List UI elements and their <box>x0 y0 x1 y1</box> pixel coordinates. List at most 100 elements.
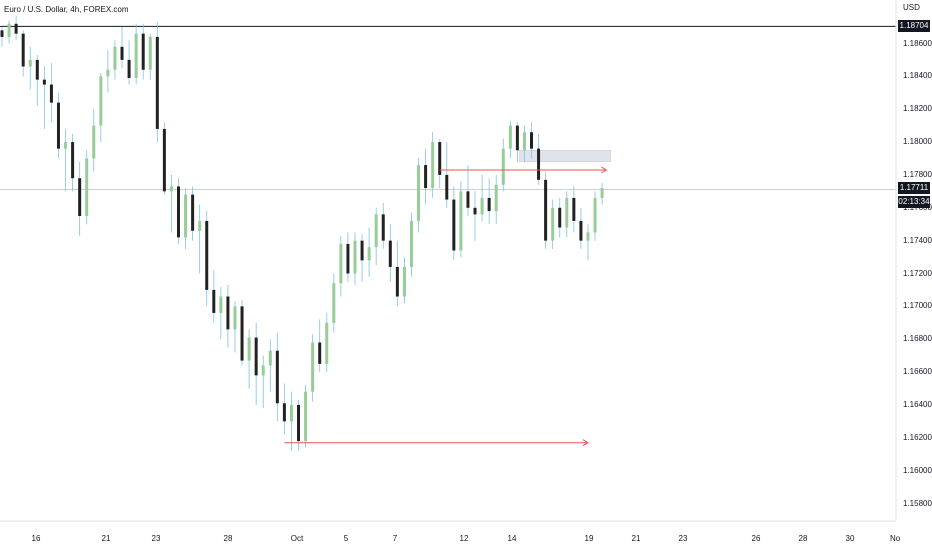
candle-body <box>374 214 378 248</box>
price-tick-label: 1.18400 <box>903 71 932 81</box>
candle-body <box>56 102 60 149</box>
candle <box>162 122 166 195</box>
candle-body <box>360 240 364 261</box>
candle-body <box>395 266 399 297</box>
candle <box>127 40 131 85</box>
candle-body <box>219 296 223 313</box>
price-tick-label: 1.16200 <box>903 432 932 442</box>
time-tick-label: 28 <box>223 534 233 543</box>
price-tick-label: 1.17400 <box>903 235 932 245</box>
candle <box>452 186 456 261</box>
candle <box>240 299 244 366</box>
candle <box>304 385 308 448</box>
candle <box>247 329 251 389</box>
candle-body <box>49 84 53 103</box>
candle <box>56 92 60 159</box>
candle <box>35 55 39 106</box>
candle-body <box>64 142 68 149</box>
candle <box>579 207 583 249</box>
candle <box>64 128 68 192</box>
price-tick-label: 1.17000 <box>903 301 932 311</box>
candle-body <box>205 220 209 290</box>
candle-body <box>99 76 103 126</box>
candle-body <box>106 69 110 77</box>
candle <box>21 30 25 77</box>
candle-body <box>459 191 463 251</box>
candle <box>219 286 223 340</box>
price-tick-label: 1.15800 <box>903 498 932 508</box>
candle <box>268 339 272 392</box>
candle <box>212 270 216 323</box>
candle <box>155 22 159 143</box>
candle-body <box>127 59 131 78</box>
candle <box>374 207 378 266</box>
time-tick-label: Oct <box>290 534 304 543</box>
candle <box>78 161 82 236</box>
candle <box>311 334 315 402</box>
target-arrow-upper[interactable] <box>439 166 608 174</box>
candles <box>0 15 604 451</box>
time-tick-label: 26 <box>751 534 761 543</box>
candle-body <box>191 194 195 231</box>
candle-body <box>487 197 491 212</box>
candle-body <box>169 186 173 192</box>
candle-body <box>452 199 456 251</box>
candle-body <box>522 132 526 151</box>
candle-body <box>367 247 371 261</box>
supply-zone[interactable] <box>519 150 611 163</box>
candle-body <box>198 220 202 231</box>
candle <box>388 224 392 282</box>
candle-body <box>431 142 435 189</box>
candle <box>593 191 597 241</box>
time-tick-label: 12 <box>459 534 469 543</box>
candle-body <box>544 179 548 241</box>
candle <box>177 178 180 244</box>
candle <box>487 178 491 225</box>
candle-body <box>381 214 385 241</box>
time-tick-label: No <box>890 534 901 543</box>
candle <box>14 15 18 41</box>
candle-body <box>530 132 533 149</box>
candle-body <box>508 125 512 149</box>
price-tick-label: 1.16800 <box>903 334 932 344</box>
candle <box>297 400 301 451</box>
candle-body <box>353 240 357 274</box>
price-tick-label: 1.18000 <box>903 137 932 147</box>
candle-body <box>120 46 124 60</box>
candle-body <box>14 23 18 34</box>
target-arrow-lower[interactable] <box>284 439 589 447</box>
price-tick-label: 1.16600 <box>903 367 932 377</box>
price-tag-countdown: 02:13:34 <box>898 196 930 208</box>
candle-body <box>0 30 4 37</box>
candle <box>565 191 569 238</box>
candle <box>417 158 421 233</box>
time-tick-label: 5 <box>343 534 349 543</box>
price-tick-label: 1.17200 <box>903 268 932 278</box>
candle <box>318 319 322 373</box>
candle <box>184 188 188 249</box>
candle-body <box>21 33 25 67</box>
candle-body <box>501 148 505 185</box>
candle-body <box>7 23 11 37</box>
candle <box>381 202 385 249</box>
candle-body <box>35 59 39 80</box>
candle <box>537 133 541 185</box>
candle <box>0 27 4 47</box>
candle-body <box>212 289 216 313</box>
candle <box>395 240 399 307</box>
candle <box>522 125 526 162</box>
candle-body <box>311 342 315 392</box>
candle-body <box>254 337 258 376</box>
candle <box>289 391 293 451</box>
candle-body <box>141 33 145 70</box>
candle <box>494 174 498 225</box>
time-tick-label: 14 <box>507 534 517 543</box>
candle <box>445 142 449 208</box>
candle <box>113 40 117 80</box>
time-tick-label: 21 <box>101 534 111 543</box>
time-tick-label: 23 <box>678 534 688 543</box>
time-tick-label: 7 <box>392 534 398 543</box>
candle <box>346 232 350 282</box>
candle <box>169 174 173 233</box>
